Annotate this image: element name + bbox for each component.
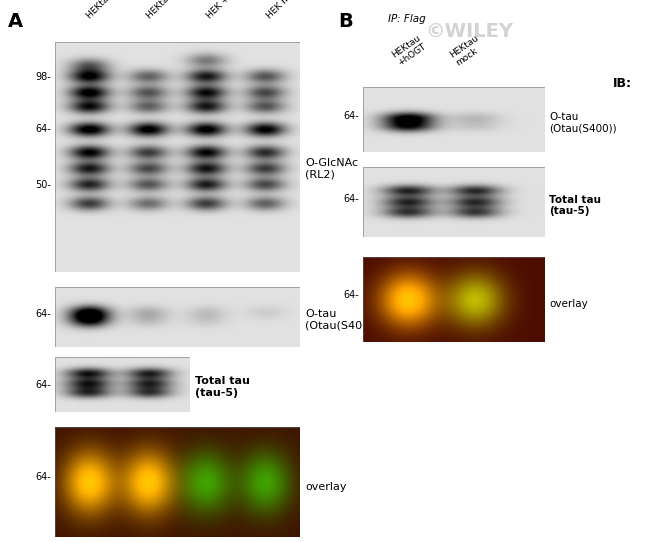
Text: IP: Flag: IP: Flag — [388, 14, 426, 24]
Text: HEK + hOGT: HEK + hOGT — [205, 0, 251, 21]
Text: 64-: 64- — [35, 379, 51, 390]
Text: HEKtau
mock: HEKtau mock — [448, 33, 486, 68]
Text: A: A — [8, 12, 23, 31]
Text: IB:: IB: — [613, 77, 632, 90]
Text: 98-: 98- — [35, 72, 51, 81]
Text: 64-: 64- — [35, 472, 51, 481]
Text: overlay: overlay — [305, 482, 346, 493]
Text: HEK mock: HEK mock — [265, 0, 304, 21]
Text: ©WILEY: ©WILEY — [425, 22, 513, 41]
Text: HEKtau + hOGT: HEKtau + hOGT — [85, 0, 142, 21]
Text: HEKtau
+hOGT: HEKtau +hOGT — [390, 33, 428, 68]
Text: Total tau
(tau-5): Total tau (tau-5) — [195, 377, 250, 398]
Text: O-tau
(Otau(S400)): O-tau (Otau(S400)) — [305, 309, 378, 331]
Text: O-tau
(Otau(S400)): O-tau (Otau(S400)) — [549, 112, 617, 133]
Text: 64-: 64- — [35, 125, 51, 134]
Text: 64-: 64- — [35, 309, 51, 319]
Text: Total tau
(tau-5): Total tau (tau-5) — [549, 195, 601, 216]
Text: B: B — [338, 12, 353, 31]
Text: 64-: 64- — [343, 291, 359, 300]
Text: 64-: 64- — [343, 111, 359, 121]
Text: overlay: overlay — [549, 299, 588, 309]
Text: O-GlcNAc
(RL2): O-GlcNAc (RL2) — [305, 158, 358, 179]
Text: 50-: 50- — [35, 179, 51, 190]
Text: 64-: 64- — [343, 193, 359, 203]
Text: HEKtau mock: HEKtau mock — [145, 0, 194, 21]
